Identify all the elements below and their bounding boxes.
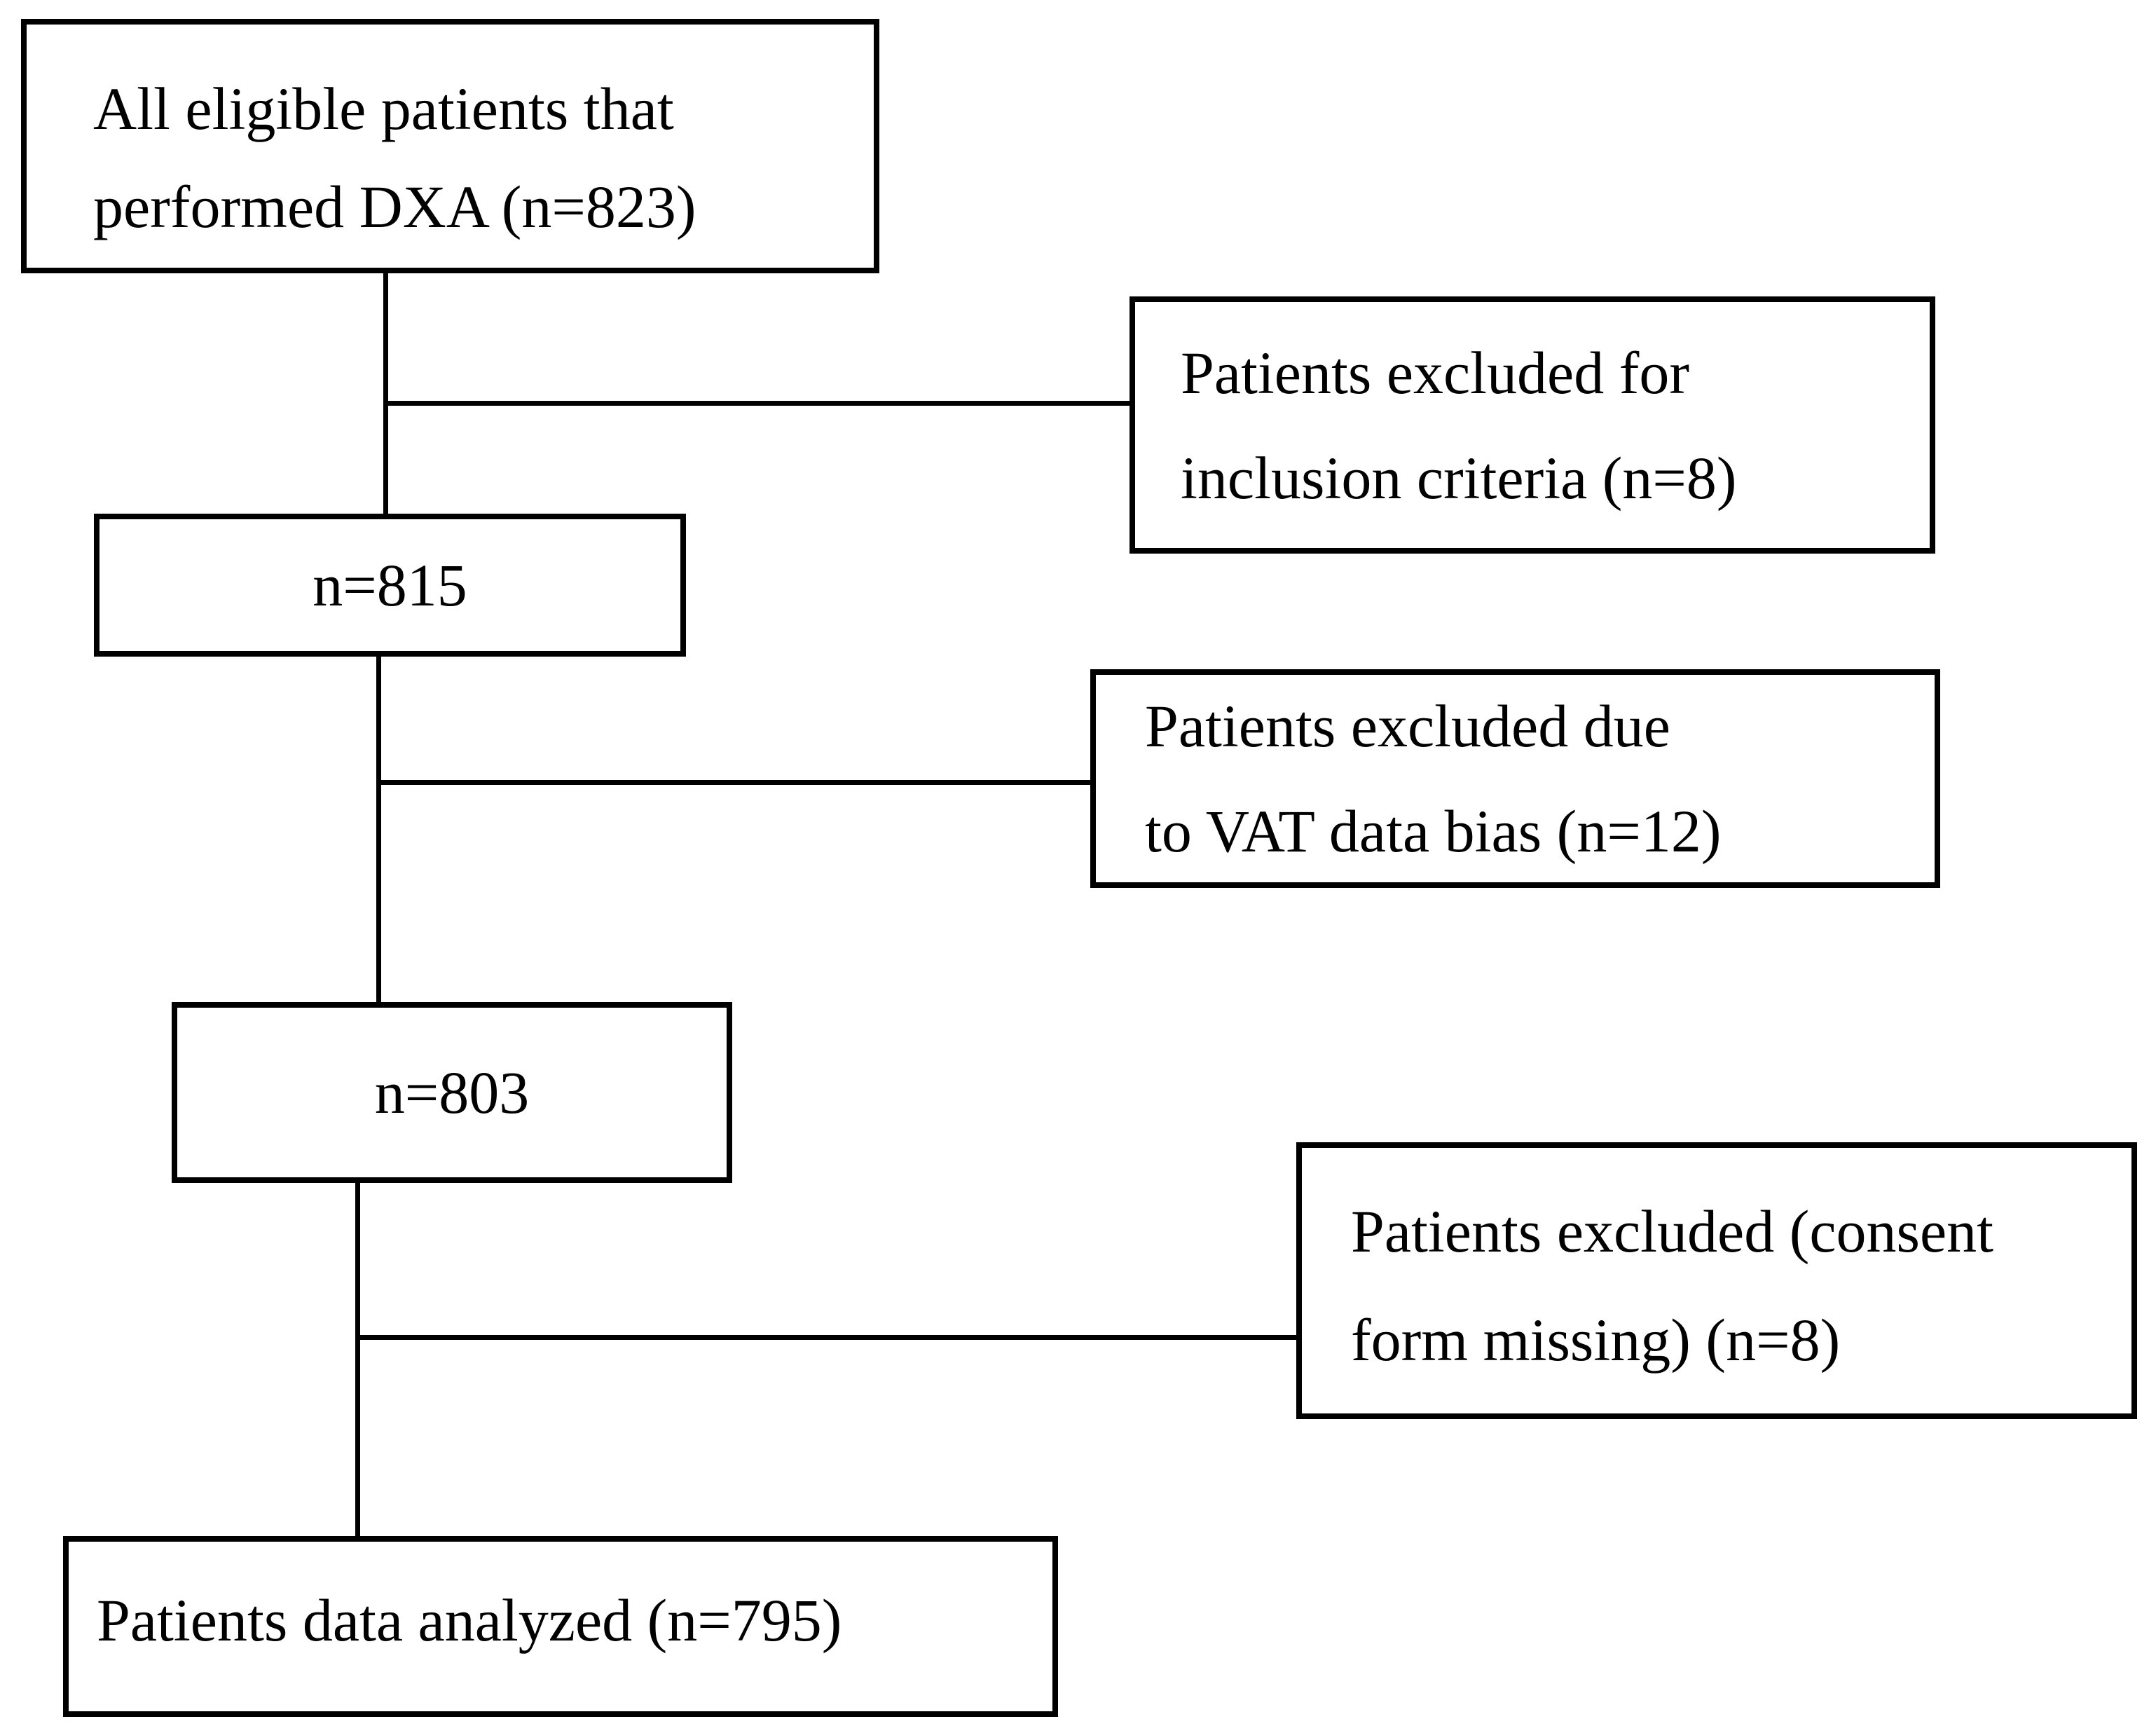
box-excluded-inclusion-criteria: Patients excluded for inclusion criteria…	[1130, 296, 1935, 554]
box-all-eligible-line2: performed DXA (n=823)	[93, 173, 696, 240]
box-n803-label: n=803	[374, 1059, 530, 1126]
box-n803: n=803	[172, 1002, 732, 1183]
connector-branch-2	[376, 780, 1090, 785]
box-excluded-inclusion-line2: inclusion criteria (n=8)	[1181, 444, 1737, 512]
box-patients-data-analyzed: Patients data analyzed (n=795)	[63, 1536, 1058, 1717]
connector-vertical-1	[383, 273, 388, 514]
box-all-eligible-line1: All eligible patients that	[93, 75, 674, 142]
connector-branch-1	[383, 401, 1130, 406]
box-all-eligible-patients: All eligible patients that performed DXA…	[21, 19, 879, 273]
box-n815-label: n=815	[313, 552, 467, 619]
box-excluded-vat-line1: Patients excluded due	[1145, 692, 1670, 760]
box-excluded-vat-line2: to VAT data bias (n=12)	[1145, 797, 1722, 865]
box-excluded-inclusion-line1: Patients excluded for	[1181, 338, 1690, 406]
box-excluded-consent-missing: Patients excluded (consent form missing)…	[1296, 1142, 2137, 1419]
box-excluded-vat-bias: Patients excluded due to VAT data bias (…	[1090, 669, 1940, 888]
connector-branch-3	[355, 1335, 1296, 1340]
box-excluded-consent-line1: Patients excluded (consent	[1351, 1198, 1994, 1265]
connector-vertical-3	[355, 1183, 360, 1536]
connector-vertical-2	[376, 657, 381, 1002]
box-n815: n=815	[94, 514, 686, 657]
box-patients-analyzed-label: Patients data analyzed (n=795)	[97, 1587, 842, 1654]
box-excluded-consent-line2: form missing) (n=8)	[1351, 1306, 1841, 1374]
